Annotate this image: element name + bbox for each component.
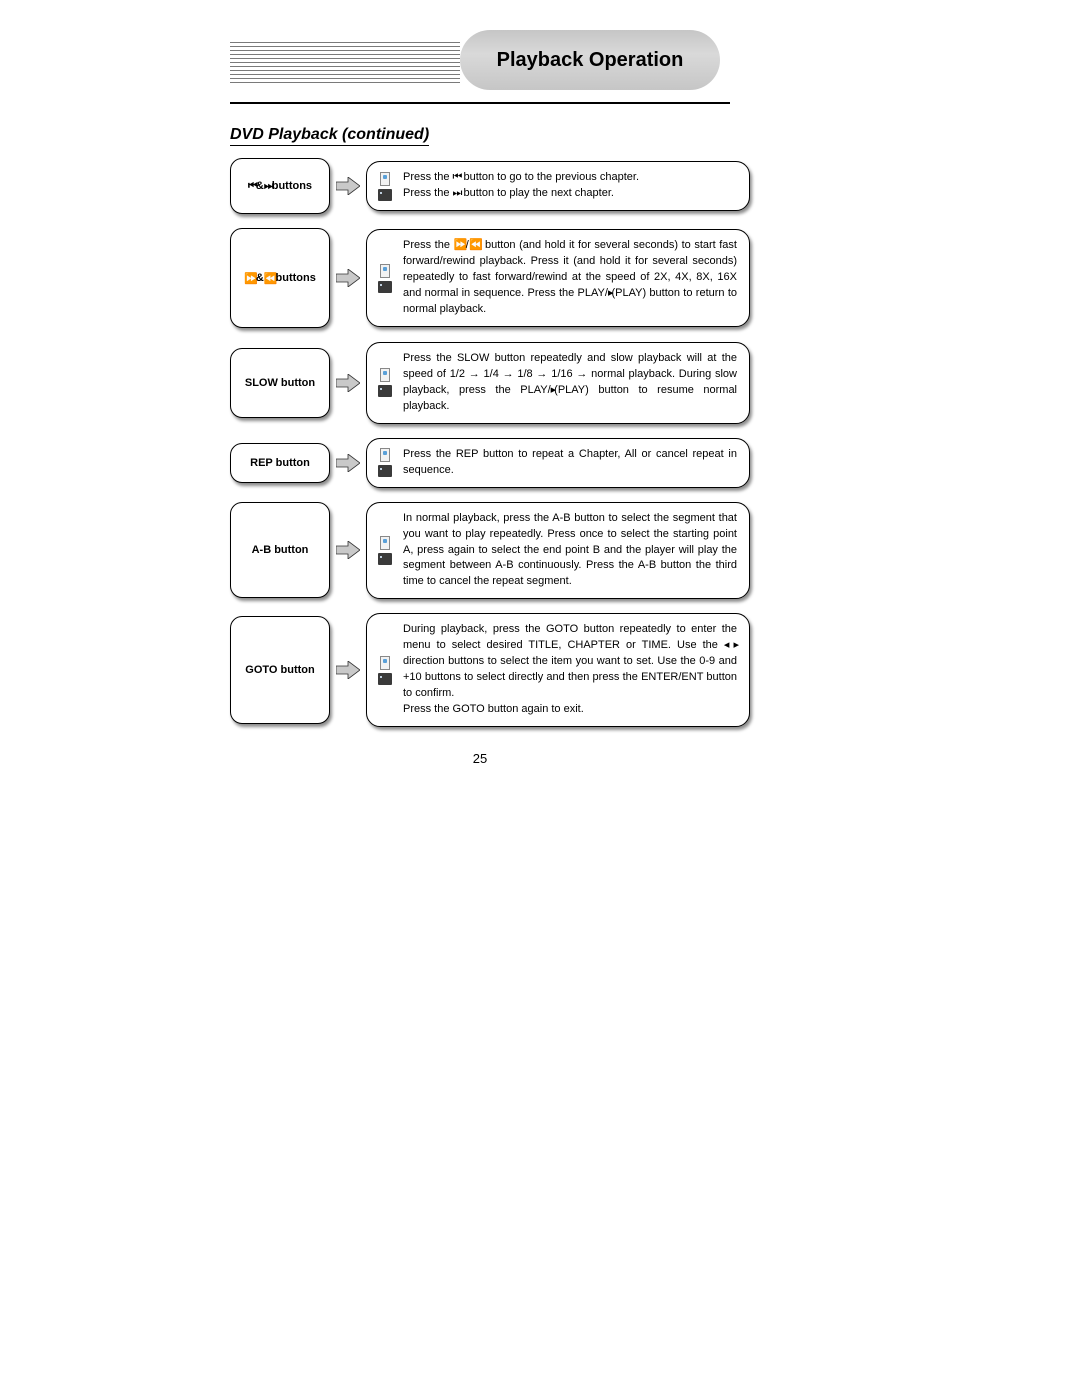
button-label-box: SLOW button (230, 348, 330, 418)
instruction-row: GOTO button During playback, press the G… (230, 613, 750, 727)
header-title-box: Playback Operation (460, 30, 720, 90)
button-label-box: REP button (230, 443, 330, 483)
description-box: Press the SLOW button repeatedly and slo… (366, 342, 750, 424)
description-text: Press the SLOW button repeatedly and slo… (403, 351, 737, 415)
page-number: 25 (230, 751, 730, 766)
remote-icon (377, 448, 393, 477)
arrow-icon (334, 661, 362, 679)
description-text: Press the REP button to repeat a Chapter… (403, 447, 737, 479)
header-decor-lines (230, 42, 460, 92)
description-text: Press the ⏮ button to go to the previous… (403, 170, 639, 202)
instruction-row: SLOW button Press the SLOW button repeat… (230, 342, 750, 424)
instruction-row: REP button Press the REP button to repea… (230, 438, 750, 488)
remote-icon (377, 264, 393, 293)
instruction-row: ⏩&⏪ buttons Press the ⏩/⏪ button (and ho… (230, 228, 750, 328)
description-text: Press the ⏩/⏪ button (and hold it for se… (403, 238, 737, 318)
description-box: Press the ⏮ button to go to the previous… (366, 161, 750, 211)
instruction-row: ⏮&⏭ buttons Press the ⏮ button to go to … (230, 158, 750, 214)
description-text: During playback, press the GOTO button r… (403, 622, 737, 718)
description-text: In normal playback, press the A-B button… (403, 511, 737, 591)
header-rule (230, 102, 730, 104)
section-subtitle: DVD Playback (continued) (230, 126, 429, 146)
arrow-icon (334, 454, 362, 472)
arrow-icon (334, 177, 362, 195)
remote-icon (377, 656, 393, 685)
button-label-box: A-B button (230, 502, 330, 598)
remote-icon (377, 172, 393, 201)
button-label-box: GOTO button (230, 616, 330, 724)
description-box: Press the REP button to repeat a Chapter… (366, 438, 750, 488)
arrow-icon (334, 269, 362, 287)
remote-icon (377, 368, 393, 397)
instruction-rows: ⏮&⏭ buttons Press the ⏮ button to go to … (230, 158, 750, 741)
arrow-icon (334, 374, 362, 392)
description-box: In normal playback, press the A-B button… (366, 502, 750, 600)
button-label-box: ⏩&⏪ buttons (230, 228, 330, 328)
arrow-icon (334, 541, 362, 559)
description-box: Press the ⏩/⏪ button (and hold it for se… (366, 229, 750, 327)
remote-icon (377, 536, 393, 565)
header-title: Playback Operation (497, 49, 684, 72)
description-box: During playback, press the GOTO button r… (366, 613, 750, 727)
button-label-box: ⏮&⏭ buttons (230, 158, 330, 214)
instruction-row: A-B button In normal playback, press the… (230, 502, 750, 600)
